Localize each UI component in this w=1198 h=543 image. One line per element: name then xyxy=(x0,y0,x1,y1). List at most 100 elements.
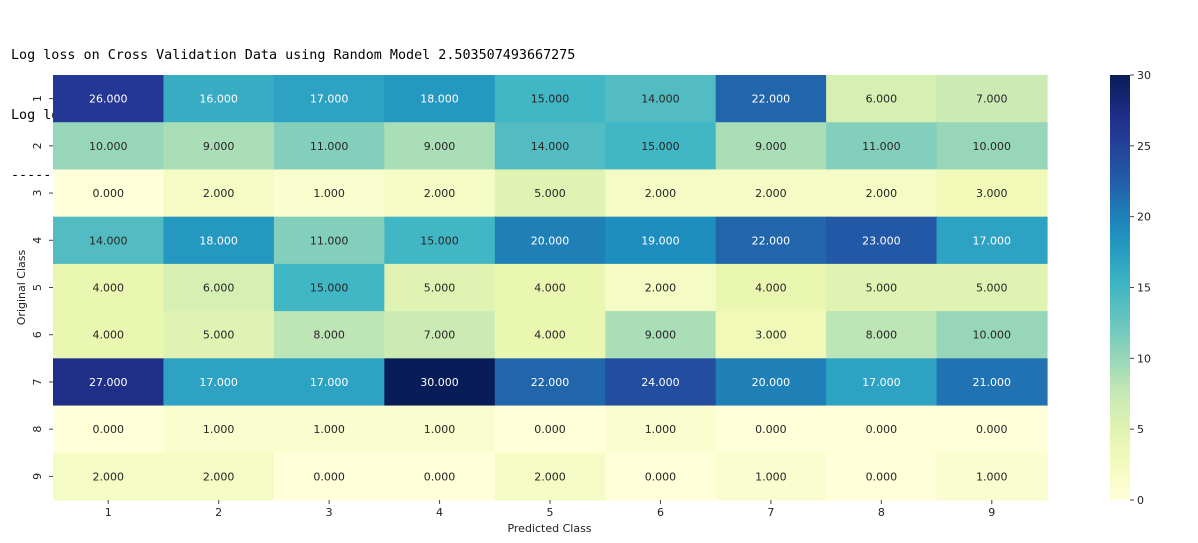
cv-logloss-line: Log loss on Cross Validation Data using … xyxy=(11,48,576,63)
heatmap-cell xyxy=(273,452,385,501)
heatmap-cell xyxy=(715,405,827,454)
cell-value-label: 5.000 xyxy=(976,282,1008,295)
heatmap-cell xyxy=(494,169,606,218)
heatmap-cell xyxy=(273,358,385,407)
cell-value-label: 20.000 xyxy=(752,376,791,389)
heatmap-cell xyxy=(53,405,165,454)
heatmap-cell xyxy=(53,169,165,218)
heatmap-cell xyxy=(273,263,385,312)
heatmap-cell xyxy=(605,358,717,407)
cell-value-label: 1.000 xyxy=(976,470,1008,483)
cell-value-label: 4.000 xyxy=(755,282,787,295)
heatmap-cell xyxy=(715,452,827,501)
heatmap-cell xyxy=(936,405,1048,454)
cell-value-label: 0.000 xyxy=(92,423,124,436)
heatmap-cell xyxy=(826,358,938,407)
cell-value-label: 0.000 xyxy=(424,470,456,483)
cell-value-label: 19.000 xyxy=(641,234,680,247)
cell-value-label: 9.000 xyxy=(755,140,787,153)
heatmap-cell xyxy=(936,358,1048,407)
cell-value-label: 22.000 xyxy=(531,376,570,389)
heatmap-cell xyxy=(494,122,606,171)
heatmap-cell-labels: 26.000 16.000 17.000 18.000 15.000 14.000 22.0… xyxy=(89,93,1011,484)
cell-value-label: 23.000 xyxy=(862,234,901,247)
cell-value-label: 1.000 xyxy=(313,187,345,200)
heatmap-cell xyxy=(494,216,606,265)
cell-value-label: 21.000 xyxy=(973,376,1012,389)
heatmap-cell xyxy=(826,452,938,501)
cell-value-label: 0.000 xyxy=(92,187,124,200)
cell-value-label: 2.000 xyxy=(92,470,124,483)
cell-value-label: 24.000 xyxy=(641,376,680,389)
colorbar-tick-label: 30 xyxy=(1137,69,1151,82)
cell-value-label: 4.000 xyxy=(534,282,566,295)
y-tick-label: 5 xyxy=(31,284,44,291)
cell-value-label: 0.000 xyxy=(866,470,898,483)
heatmap-cell xyxy=(715,358,827,407)
heatmap-cell xyxy=(384,75,496,123)
cell-value-label: 14.000 xyxy=(89,234,128,247)
y-tick-label: 1 xyxy=(31,95,44,102)
colorbar-gradient xyxy=(1110,75,1130,500)
heatmap-cell xyxy=(384,358,496,407)
heatmap-cell xyxy=(273,122,385,171)
heatmap-cell xyxy=(494,358,606,407)
heatmap-cell xyxy=(936,452,1048,501)
cell-value-label: 10.000 xyxy=(973,329,1012,342)
heatmap-cell xyxy=(605,311,717,359)
y-tick-label: 6 xyxy=(31,331,44,338)
y-axis: 1 2 3 4 5 6 7 8 9 xyxy=(31,95,53,480)
cell-value-label: 1.000 xyxy=(424,423,456,436)
cell-value-label: 5.000 xyxy=(424,282,456,295)
cell-value-label: 30.000 xyxy=(420,376,459,389)
cell-value-label: 2.000 xyxy=(203,470,235,483)
heatmap-cell xyxy=(826,75,938,123)
cell-value-label: 1.000 xyxy=(203,423,235,436)
cell-value-label: 17.000 xyxy=(310,376,349,389)
cell-value-label: 20.000 xyxy=(531,234,570,247)
cell-value-label: 11.000 xyxy=(862,140,901,153)
heatmap-cell xyxy=(494,452,606,501)
cell-value-label: 0.000 xyxy=(534,423,566,436)
x-tick-label: 1 xyxy=(105,506,112,519)
heatmap-cell xyxy=(936,263,1048,312)
heatmap-cell xyxy=(936,75,1048,123)
heatmap-cell xyxy=(163,405,275,454)
cell-value-label: 7.000 xyxy=(976,93,1008,106)
heatmap-cell xyxy=(273,75,385,123)
cell-value-label: 14.000 xyxy=(641,93,680,106)
heatmap-cell xyxy=(53,311,165,359)
cell-value-label: 17.000 xyxy=(199,376,238,389)
cell-value-label: 15.000 xyxy=(420,234,459,247)
cell-value-label: 2.000 xyxy=(645,187,677,200)
heatmap-cell xyxy=(53,122,165,171)
y-tick-label: 4 xyxy=(31,237,44,244)
cell-value-label: 26.000 xyxy=(89,93,128,106)
heatmap-cell xyxy=(384,263,496,312)
heatmap-cell xyxy=(715,122,827,171)
heatmap-cell xyxy=(605,452,717,501)
x-tick-label: 2 xyxy=(215,506,222,519)
heatmap-cell xyxy=(163,358,275,407)
heatmap-cell xyxy=(163,452,275,501)
colorbar-tick-label: 10 xyxy=(1137,352,1151,365)
cell-value-label: 2.000 xyxy=(866,187,898,200)
colorbar-tick-label: 0 xyxy=(1137,494,1144,507)
heatmap-cell xyxy=(384,122,496,171)
heatmap-cell xyxy=(273,216,385,265)
heatmap-cell xyxy=(936,311,1048,359)
heatmap-cell xyxy=(605,263,717,312)
heatmap-cell xyxy=(53,263,165,312)
colorbar-tick-label: 25 xyxy=(1137,140,1151,153)
heatmap-cell xyxy=(273,405,385,454)
heatmap-cell xyxy=(53,358,165,407)
heatmap-cell xyxy=(826,216,938,265)
y-tick-label: 8 xyxy=(31,426,44,433)
x-tick-label: 9 xyxy=(988,506,995,519)
cell-value-label: 18.000 xyxy=(420,93,459,106)
cell-value-label: 2.000 xyxy=(534,470,566,483)
heatmap-cell xyxy=(494,405,606,454)
heatmap-cell xyxy=(826,122,938,171)
heatmap-cell xyxy=(826,263,938,312)
